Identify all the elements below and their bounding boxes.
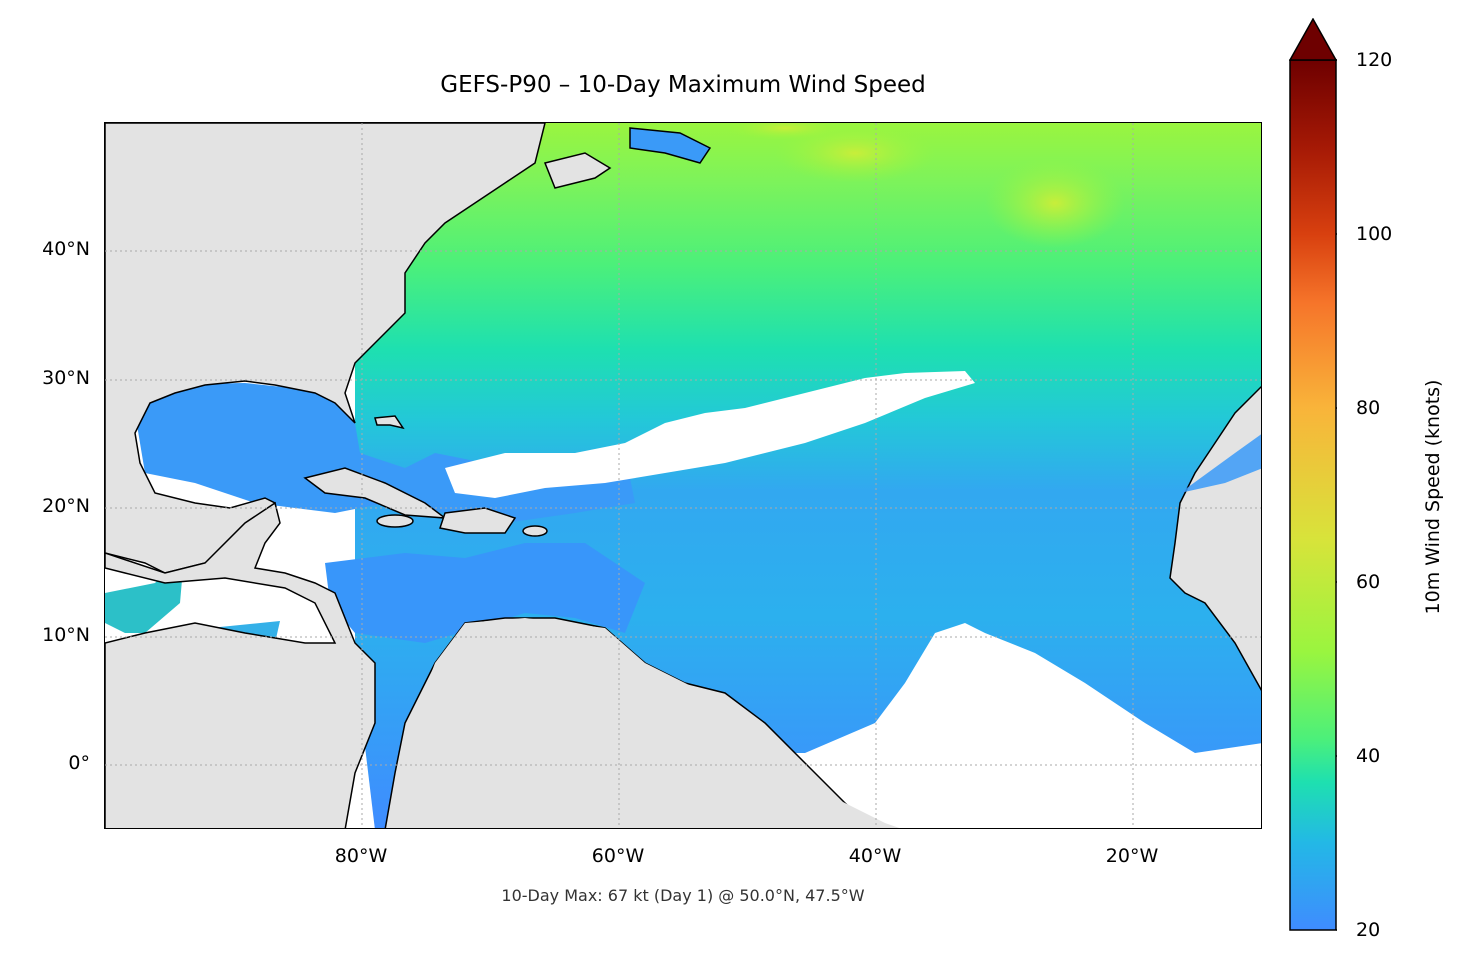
colorbar-label: 10m Wind Speed (knots) (1422, 379, 1444, 615)
y-tick-10n: 10°N (42, 624, 90, 646)
y-tick-40n: 40°N (42, 238, 90, 260)
y-tick-0: 0° (68, 752, 90, 774)
colorbar-extend-arrow (1289, 18, 1337, 61)
colorbar-tick-60: 60 (1356, 571, 1381, 593)
y-tick-30n: 30°N (42, 367, 90, 389)
colorbar-tick-120: 120 (1356, 49, 1393, 71)
wind-speed-map (105, 123, 1261, 828)
colorbar-tick-20: 20 (1356, 919, 1381, 941)
y-tick-20n: 20°N (42, 495, 90, 517)
x-tick-40w: 40°W (848, 845, 902, 867)
colorbar-tick-100: 100 (1356, 223, 1393, 245)
colorbar-tick-80: 80 (1356, 397, 1381, 419)
gridlines (105, 123, 1261, 828)
map-plot-area (104, 122, 1262, 829)
x-tick-20w: 20°W (1105, 845, 1159, 867)
x-tick-60w: 60°W (591, 845, 645, 867)
x-tick-80w: 80°W (334, 845, 388, 867)
max-wind-annotation: 10-Day Max: 67 kt (Day 1) @ 50.0°N, 47.5… (501, 886, 865, 905)
chart-title: GEFS-P90 – 10-Day Maximum Wind Speed (440, 72, 926, 98)
colorbar (1289, 18, 1337, 931)
colorbar-tick-40: 40 (1356, 745, 1381, 767)
